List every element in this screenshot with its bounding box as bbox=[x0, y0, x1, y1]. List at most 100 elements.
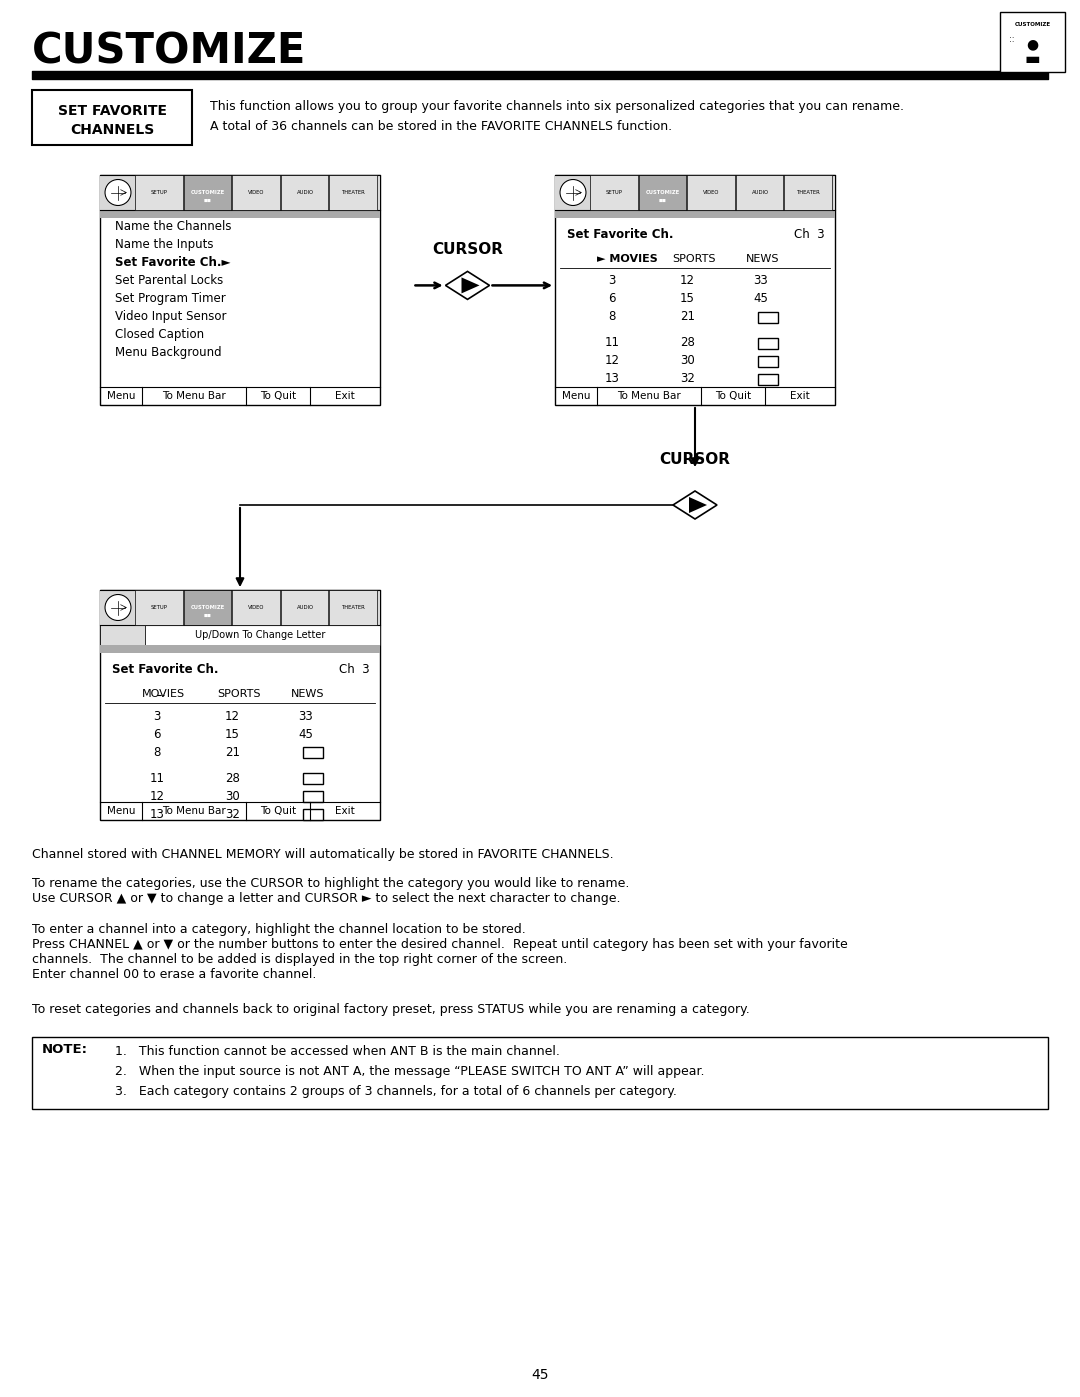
Text: Menu: Menu bbox=[107, 806, 135, 816]
Text: 13: 13 bbox=[149, 807, 164, 820]
Text: 15: 15 bbox=[225, 728, 240, 740]
Bar bbox=[32, 89, 192, 145]
Bar bbox=[555, 175, 835, 210]
Text: ::: :: bbox=[1009, 35, 1015, 43]
Text: CHANNELS: CHANNELS bbox=[70, 123, 154, 137]
Text: Set Parental Locks: Set Parental Locks bbox=[114, 274, 224, 286]
Text: NEWS: NEWS bbox=[745, 254, 779, 264]
Bar bbox=[135, 175, 183, 210]
Circle shape bbox=[105, 179, 131, 205]
Text: 32: 32 bbox=[225, 807, 240, 820]
Text: To Menu Bar: To Menu Bar bbox=[617, 391, 680, 401]
Text: 30: 30 bbox=[226, 789, 240, 802]
Text: SETUP: SETUP bbox=[606, 190, 623, 196]
Bar bbox=[100, 645, 380, 652]
Text: To Menu Bar: To Menu Bar bbox=[162, 806, 226, 816]
Text: SPORTS: SPORTS bbox=[673, 254, 716, 264]
Bar bbox=[784, 175, 832, 210]
Bar bbox=[100, 210, 380, 218]
Text: This function allows you to group your favorite channels into six personalized c: This function allows you to group your f… bbox=[210, 101, 904, 113]
Bar bbox=[184, 175, 231, 210]
Polygon shape bbox=[461, 278, 480, 293]
Text: Closed Caption: Closed Caption bbox=[114, 328, 204, 341]
Text: Ch  3: Ch 3 bbox=[339, 664, 370, 676]
Text: To Quit: To Quit bbox=[259, 806, 296, 816]
Bar bbox=[100, 175, 380, 210]
Bar bbox=[758, 373, 779, 384]
Text: ●: ● bbox=[1026, 36, 1039, 52]
Text: 2.   When the input source is not ANT A, the message “PLEASE SWITCH TO ANT A” wi: 2. When the input source is not ANT A, t… bbox=[114, 1065, 704, 1078]
Text: 11: 11 bbox=[605, 337, 620, 349]
Text: A total of 36 channels can be stored in the FAVORITE CHANNELS function.: A total of 36 channels can be stored in … bbox=[210, 120, 672, 133]
Bar bbox=[638, 175, 686, 210]
Text: 45: 45 bbox=[298, 728, 313, 740]
Text: Exit: Exit bbox=[791, 391, 810, 401]
Text: 3: 3 bbox=[608, 274, 616, 288]
Text: 15: 15 bbox=[680, 292, 696, 306]
Bar bbox=[281, 175, 328, 210]
Text: Exit: Exit bbox=[335, 806, 355, 816]
Text: 12: 12 bbox=[680, 274, 696, 288]
Bar bbox=[555, 175, 835, 405]
Text: AUDIO: AUDIO bbox=[297, 605, 313, 610]
Text: SET FAVORITE: SET FAVORITE bbox=[57, 103, 166, 117]
Text: 28: 28 bbox=[680, 337, 696, 349]
Text: Video Input Sensor: Video Input Sensor bbox=[114, 310, 227, 323]
Text: 12: 12 bbox=[149, 789, 164, 802]
Text: 8: 8 bbox=[153, 746, 161, 759]
Bar bbox=[735, 175, 783, 210]
Bar bbox=[329, 590, 377, 624]
Bar bbox=[100, 590, 380, 624]
Polygon shape bbox=[446, 271, 489, 299]
Bar bbox=[232, 175, 280, 210]
Bar bbox=[758, 338, 779, 348]
Bar bbox=[303, 809, 323, 820]
Text: MOVIES: MOVIES bbox=[141, 689, 185, 698]
Bar bbox=[555, 210, 835, 218]
Text: Menu: Menu bbox=[107, 391, 135, 401]
Text: CUSTOMIZE: CUSTOMIZE bbox=[191, 190, 225, 196]
Text: CUSTOMIZE: CUSTOMIZE bbox=[191, 605, 225, 610]
Text: 33: 33 bbox=[753, 274, 768, 288]
Bar bbox=[100, 624, 145, 645]
Text: ■■: ■■ bbox=[204, 198, 212, 203]
Text: Set Favorite Ch.: Set Favorite Ch. bbox=[567, 228, 674, 242]
Bar bbox=[32, 1037, 1048, 1109]
Text: Menu: Menu bbox=[562, 391, 591, 401]
Text: 6: 6 bbox=[153, 728, 161, 740]
Bar bbox=[100, 175, 380, 405]
Text: CUSTOMIZE: CUSTOMIZE bbox=[32, 29, 307, 73]
Text: ■■: ■■ bbox=[659, 198, 666, 203]
Text: SETUP: SETUP bbox=[151, 605, 167, 610]
Text: 3: 3 bbox=[153, 710, 161, 722]
Polygon shape bbox=[689, 497, 707, 513]
Bar bbox=[590, 175, 637, 210]
Text: 45: 45 bbox=[753, 292, 768, 306]
Text: Name the Inputs: Name the Inputs bbox=[114, 237, 214, 251]
Text: SETUP: SETUP bbox=[151, 190, 167, 196]
Text: NOTE:: NOTE: bbox=[42, 1044, 87, 1056]
Text: To enter a channel into a category, highlight the channel location to be stored.: To enter a channel into a category, high… bbox=[32, 923, 848, 981]
Text: VIDEO: VIDEO bbox=[248, 190, 265, 196]
Text: THEATER: THEATER bbox=[797, 190, 821, 196]
Bar bbox=[145, 624, 380, 645]
Bar bbox=[135, 590, 183, 624]
Text: Set Favorite Ch.: Set Favorite Ch. bbox=[112, 664, 218, 676]
Bar bbox=[687, 175, 734, 210]
Bar bbox=[303, 773, 323, 784]
Bar bbox=[232, 590, 280, 624]
Text: 21: 21 bbox=[225, 746, 240, 759]
Polygon shape bbox=[673, 490, 717, 520]
Text: 1.   This function cannot be accessed when ANT B is the main channel.: 1. This function cannot be accessed when… bbox=[114, 1045, 559, 1058]
Bar bbox=[100, 590, 380, 820]
Text: CURSOR: CURSOR bbox=[432, 243, 503, 257]
Circle shape bbox=[561, 179, 586, 205]
Text: Up/Down To Change Letter: Up/Down To Change Letter bbox=[194, 630, 325, 640]
Text: 12: 12 bbox=[605, 355, 620, 367]
Text: VIDEO: VIDEO bbox=[248, 605, 265, 610]
Text: THEATER: THEATER bbox=[342, 605, 365, 610]
Text: To Quit: To Quit bbox=[259, 391, 296, 401]
Text: Ch  3: Ch 3 bbox=[795, 228, 825, 242]
Circle shape bbox=[105, 595, 131, 620]
Text: NEWS: NEWS bbox=[291, 689, 324, 698]
